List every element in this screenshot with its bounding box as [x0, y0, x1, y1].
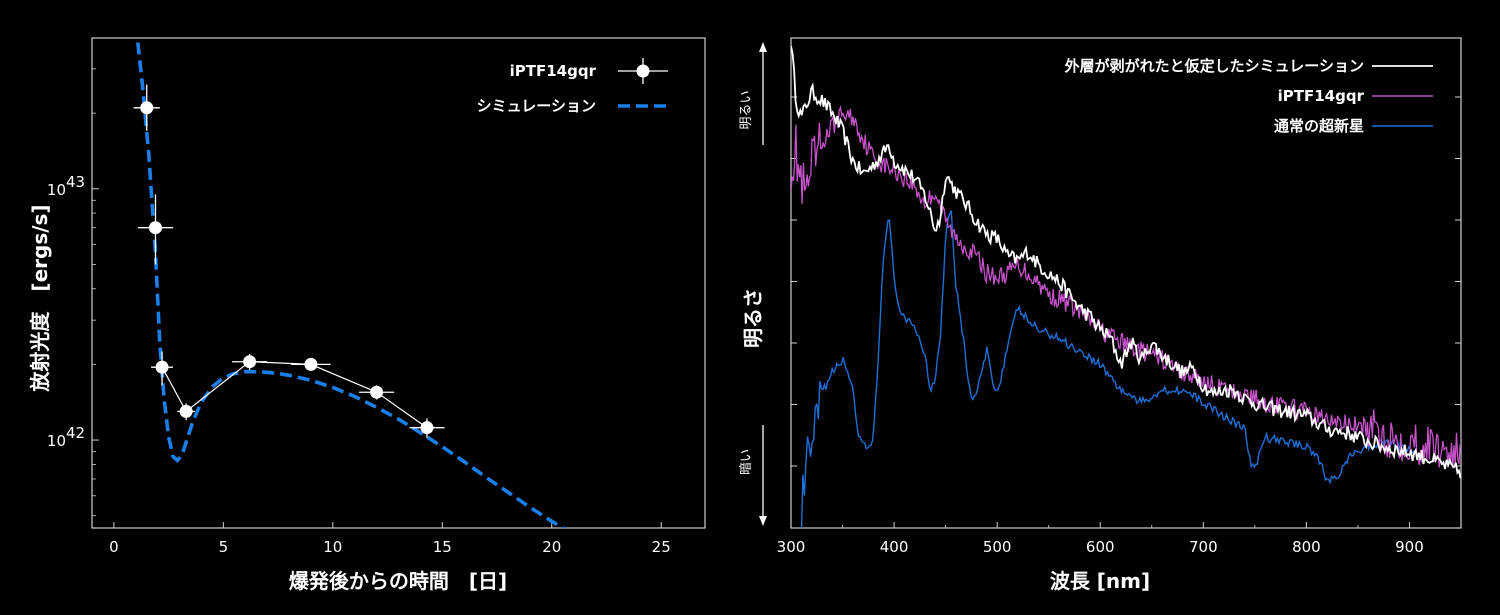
legend-label-sim-spectrum: 外層が剥がれたと仮定したシミュレーション	[1064, 57, 1364, 75]
right-x-tick-label: 300	[777, 538, 806, 556]
label-bright: 明るい	[739, 90, 754, 129]
data-marker	[140, 101, 154, 115]
left-x-tick-label: 0	[109, 538, 119, 556]
spectrum-chart: 300 400 500 600 700 800 900 波長 [nm] 明るさ 明るい 暗い…	[739, 37, 1462, 593]
right-x-tick-label: 400	[880, 538, 909, 556]
observation-point	[151, 351, 174, 386]
left-x-ticks: 0 5 10 15 20 25	[109, 522, 671, 556]
data-marker	[420, 421, 434, 435]
right-plot-frame	[790, 37, 1462, 529]
data-marker	[179, 404, 193, 418]
left-legend: iPTF14gqr シミュレーション	[477, 58, 668, 115]
legend-label-iptf14gqr: iPTF14gqr	[510, 62, 597, 80]
right-legend: 外層が剥がれたと仮定したシミュレーション iPTF14gqr 通常の超新星	[1064, 57, 1433, 135]
arrow-down-icon	[759, 516, 767, 526]
brightness-arrow: 明るい 暗い	[739, 42, 767, 526]
left-y-tick-exponent: 42	[66, 424, 85, 442]
data-marker	[243, 355, 257, 369]
data-marker	[370, 385, 384, 399]
left-x-tick-label: 15	[433, 538, 452, 556]
observation-point	[291, 357, 331, 371]
left-x-axis-label: 爆発後からの時間 [日]	[289, 569, 507, 593]
data-marker	[304, 357, 318, 371]
observation-point	[232, 354, 268, 371]
iptf14gqr-spectrum	[791, 104, 1461, 469]
observation-point	[133, 84, 160, 131]
right-x-tick-label: 500	[983, 538, 1012, 556]
right-x-tick-label: 700	[1189, 538, 1218, 556]
observation-point	[409, 418, 445, 438]
right-x-axis-label: 波長 [nm]	[1050, 569, 1150, 593]
left-y-tick-label: 10	[47, 181, 66, 199]
simulation-line	[135, 38, 567, 528]
left-y-tick-label: 10	[47, 432, 66, 450]
data-marker	[155, 360, 169, 374]
legend-label-normal-spectrum: 通常の超新星	[1274, 117, 1364, 135]
observation-line	[161, 361, 428, 429]
observation-point	[359, 385, 395, 400]
left-y-tick-exponent: 43	[66, 173, 85, 191]
right-y-ticks	[791, 96, 1461, 467]
right-plot-area	[791, 45, 1461, 528]
right-x-tick-label: 600	[1086, 538, 1115, 556]
left-x-tick-label: 25	[652, 538, 671, 556]
right-x-tick-label: 900	[1395, 538, 1424, 556]
left-x-tick-label: 20	[542, 538, 561, 556]
right-y-axis-label: 明るさ	[741, 288, 765, 348]
left-y-axis-label: 放射光度 [ergs/s]	[28, 204, 52, 392]
left-plot-frame	[91, 37, 706, 529]
left-plot-area	[133, 38, 567, 528]
legend-label-iptf-spectrum: iPTF14gqr	[1278, 87, 1365, 105]
legend-label-simulation: シミュレーション	[477, 97, 596, 115]
right-x-tick-label: 800	[1292, 538, 1321, 556]
observation-point	[137, 194, 174, 265]
left-x-tick-label: 5	[219, 538, 229, 556]
normal-supernova-spectrum	[800, 210, 1421, 528]
legend-obs-marker	[636, 64, 650, 78]
data-marker	[148, 221, 162, 235]
arrow-up-icon	[759, 42, 767, 52]
right-x-ticks: 300 400 500 600 700 800 900	[777, 522, 1462, 556]
observation-point	[177, 403, 195, 421]
left-x-tick-label: 10	[323, 538, 342, 556]
observation-points	[133, 84, 445, 438]
label-dark: 暗い	[739, 449, 754, 475]
simulation-spectrum	[791, 45, 1461, 479]
